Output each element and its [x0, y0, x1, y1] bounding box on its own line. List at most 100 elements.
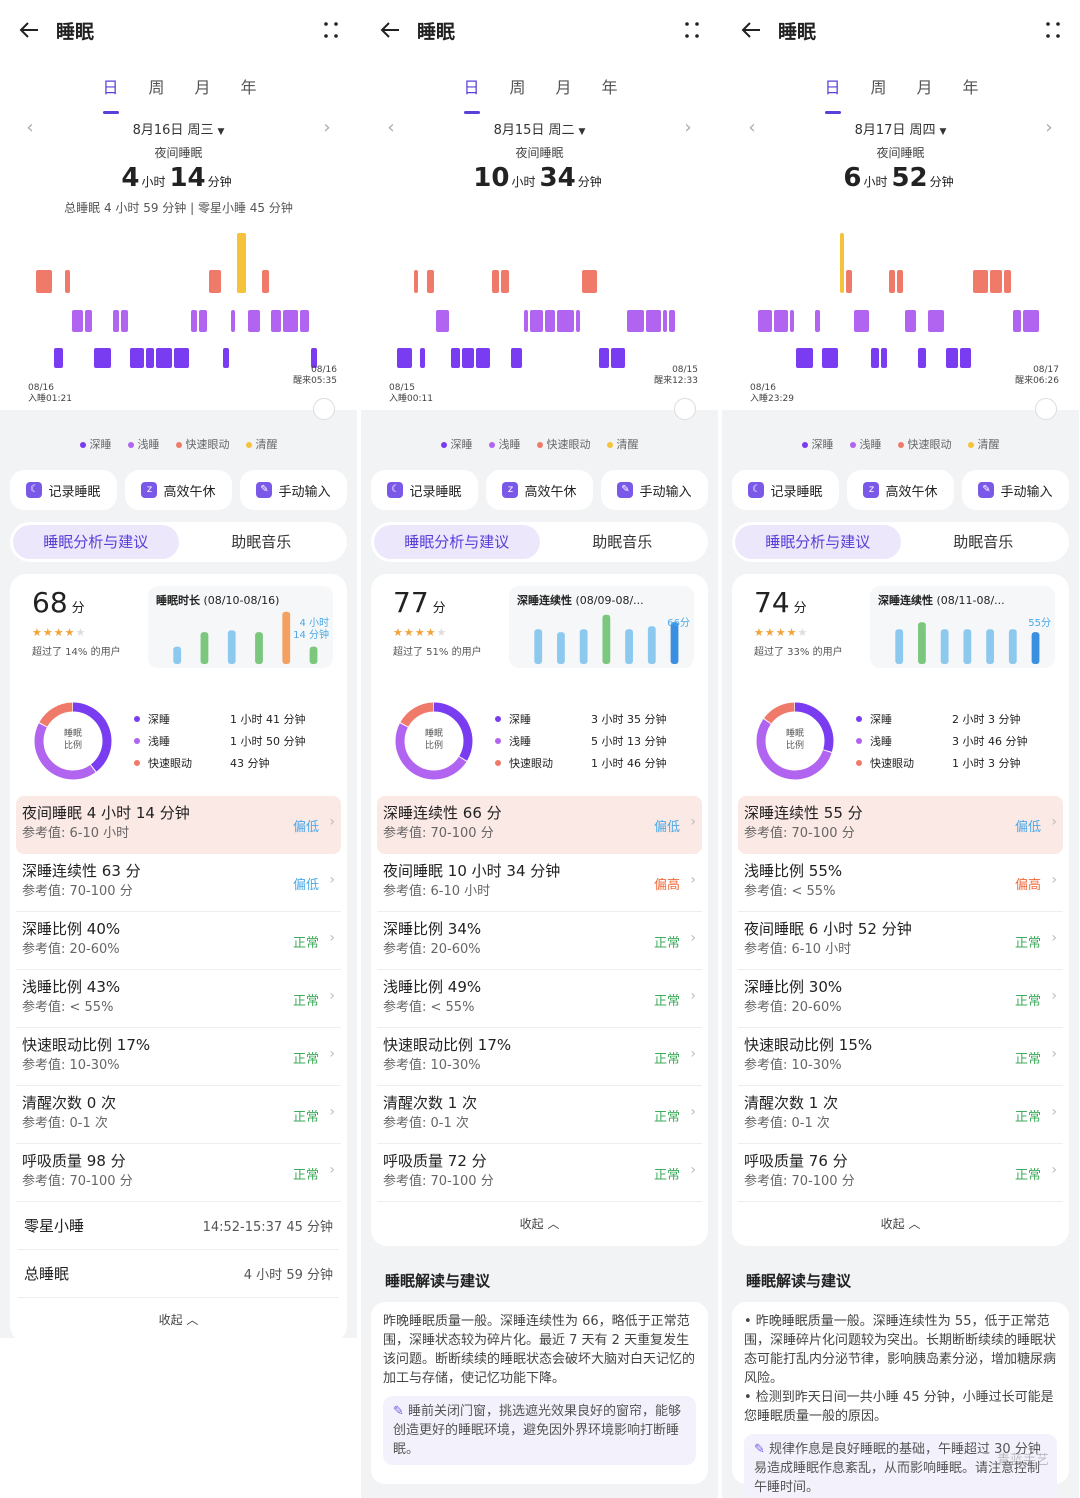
collapse-button[interactable]: 收起 ︿ [18, 1298, 339, 1342]
hypnogram-segment [582, 270, 597, 293]
hypnogram-segment [946, 348, 958, 368]
ratio-dot [134, 760, 140, 766]
timeline-handle[interactable] [674, 398, 696, 420]
indicator-row[interactable]: 深睡比例 30% 参考值: 20-60% 正常 › [738, 970, 1063, 1028]
prev-day-icon[interactable]: ‹ [748, 117, 756, 138]
legend-label: 清醒 [255, 438, 278, 451]
indicator-row[interactable]: 深睡连续性 63 分参考值: 70-100 分 偏低 › [16, 854, 341, 912]
indicator-title: 夜间睡眠 4 小时 14 分钟 [22, 802, 335, 824]
hypnogram-segment [223, 348, 229, 368]
hypnogram-segment [451, 348, 460, 368]
date-picker[interactable]: 8月17日 周四 ▼ [855, 119, 947, 138]
indicator-row[interactable]: 夜间睡眠 10 小时 34 分钟 参考值: 6-10 小时 偏高 › [377, 854, 702, 912]
more-options-icon[interactable] [680, 18, 704, 42]
indicator-row[interactable]: 呼吸质量 72 分参考值: 70-100 分 正常 › [377, 1144, 702, 1202]
prev-day-icon[interactable]: ‹ [387, 117, 395, 138]
action-button-2[interactable]: ✎ 手动输入 [601, 470, 708, 510]
hypnogram-segment [646, 310, 661, 332]
trend-mini-chart[interactable]: 深睡连续性 (08/11-08/... 55分 [870, 586, 1055, 668]
indicator-name: 深睡比例 [744, 978, 805, 996]
sleep-score: 74 分 ★★★★★ 超过了 33% 的用户 [740, 586, 870, 686]
hypnogram-segment [414, 270, 418, 293]
manual-input-icon: ✎ [256, 482, 273, 498]
page-title: 睡眠 [778, 20, 817, 43]
trend-mini-chart[interactable]: 深睡连续性 (08/09-08/... 66分 [509, 586, 694, 668]
indicator-row[interactable]: 快速眼动比例 17% 参考值: 10-30% 正常 › [377, 1028, 702, 1086]
tab-0[interactable]: 日 [460, 74, 484, 114]
indicator-row[interactable]: 呼吸质量 98 分参考值: 70-100 分 正常 › [16, 1144, 341, 1202]
action-button-1[interactable]: z 高效午休 [486, 470, 593, 510]
tab-analysis[interactable]: 睡眠分析与建议 [13, 525, 179, 559]
legend-dot [440, 442, 447, 448]
indicator-row[interactable]: 深睡连续性 55 分参考值: 70-100 分 偏低 › [738, 796, 1063, 854]
tab-2[interactable]: 月 [916, 78, 933, 97]
indicator-value: 15% [838, 1036, 873, 1054]
back-arrow-icon[interactable] [14, 15, 44, 45]
indicator-value: 98 分 [86, 1152, 126, 1170]
indicator-row[interactable]: 清醒次数 1 次参考值: 0-1 次 正常 › [377, 1086, 702, 1144]
tab-3[interactable]: 年 [240, 78, 257, 97]
back-arrow-icon[interactable] [736, 15, 766, 45]
action-button-1[interactable]: z 高效午休 [125, 470, 232, 510]
tab-0[interactable]: 日 [99, 74, 123, 114]
back-arrow-icon[interactable] [375, 15, 405, 45]
summary-row[interactable]: 总睡眠 4 小时 59 分钟 [18, 1250, 339, 1298]
indicator-row[interactable]: 快速眼动比例 17% 参考值: 10-30% 正常 › [16, 1028, 341, 1086]
indicator-row[interactable]: 夜间睡眠 6 小时 52 分钟 参考值: 6-10 小时 正常 › [738, 912, 1063, 970]
collapse-button[interactable]: 收起 ︿ [379, 1202, 700, 1246]
hypnogram-segment [815, 310, 820, 332]
trend-mini-chart[interactable]: 睡眠时长 (08/10-08/16) 4 小时 14 分钟 [148, 586, 333, 668]
next-day-icon[interactable]: › [323, 117, 331, 138]
prev-day-icon[interactable]: ‹ [26, 117, 34, 138]
tab-0[interactable]: 日 [821, 74, 845, 114]
tab-1[interactable]: 周 [148, 78, 165, 97]
date-picker[interactable]: 8月15日 周二 ▼ [494, 119, 586, 138]
timeline-handle[interactable] [1035, 398, 1057, 420]
indicator-row[interactable]: 浅睡比例 55% 参考值: < 55% 偏高 › [738, 854, 1063, 912]
tab-sleep-music[interactable]: 助眠音乐 [592, 533, 653, 551]
indicator-row[interactable]: 浅睡比例 49% 参考值: < 55% 正常 › [377, 970, 702, 1028]
indicator-row[interactable]: 清醒次数 0 次参考值: 0-1 次 正常 › [16, 1086, 341, 1144]
legend-item: 浅睡 [127, 436, 160, 456]
tab-3[interactable]: 年 [962, 78, 979, 97]
indicator-row[interactable]: 深睡比例 34% 参考值: 20-60% 正常 › [377, 912, 702, 970]
tab-3[interactable]: 年 [601, 78, 618, 97]
indicator-row[interactable]: 深睡连续性 66 分参考值: 70-100 分 偏低 › [377, 796, 702, 854]
indicator-row[interactable]: 浅睡比例 43% 参考值: < 55% 正常 › [16, 970, 341, 1028]
indicator-row[interactable]: 呼吸质量 76 分参考值: 70-100 分 正常 › [738, 1144, 1063, 1202]
tab-1[interactable]: 周 [509, 78, 526, 97]
tab-2[interactable]: 月 [555, 78, 572, 97]
ratio-row: 快速眼动 43 分钟 [134, 752, 339, 774]
indicator-row[interactable]: 快速眼动比例 15% 参考值: 10-30% 正常 › [738, 1028, 1063, 1086]
more-options-icon[interactable] [319, 18, 343, 42]
tab-sleep-music[interactable]: 助眠音乐 [231, 533, 292, 551]
more-options-icon[interactable] [1041, 18, 1065, 42]
action-button-2[interactable]: ✎ 手动输入 [962, 470, 1069, 510]
tab-sleep-music[interactable]: 助眠音乐 [953, 533, 1014, 551]
collapse-button[interactable]: 收起 ︿ [740, 1202, 1061, 1246]
tab-1[interactable]: 周 [870, 78, 887, 97]
action-button-0[interactable]: ☾ 记录睡眠 [371, 470, 478, 510]
date-picker[interactable]: 8月16日 周三 ▼ [133, 119, 225, 138]
tab-analysis[interactable]: 睡眠分析与建议 [735, 525, 901, 559]
action-button-2[interactable]: ✎ 手动输入 [240, 470, 347, 510]
legend-label: 浅睡 [859, 438, 882, 451]
next-day-icon[interactable]: › [1045, 117, 1053, 138]
action-button-0[interactable]: ☾ 记录睡眠 [10, 470, 117, 510]
tab-2[interactable]: 月 [194, 78, 211, 97]
indicator-row[interactable]: 深睡比例 40% 参考值: 20-60% 正常 › [16, 912, 341, 970]
mini-chart-bar [579, 629, 588, 664]
indicator-row[interactable]: 夜间睡眠 4 小时 14 分钟 参考值: 6-10 小时 偏低 › [16, 796, 341, 854]
indicator-row[interactable]: 清醒次数 1 次参考值: 0-1 次 正常 › [738, 1086, 1063, 1144]
chevron-right-icon: › [329, 1162, 335, 1178]
sleep-ratio: 睡眠 比例 深睡 2 小时 3 分钟 浅睡 3 小时 46 分钟 快速眼动 1 小时 3 分… [740, 686, 1061, 796]
hypnogram-segment [397, 348, 412, 368]
action-button-1[interactable]: z 高效午休 [847, 470, 954, 510]
summary-row[interactable]: 零星小睡 14:52-15:37 45 分钟 [18, 1202, 339, 1250]
timeline-handle[interactable] [313, 398, 335, 420]
tab-analysis[interactable]: 睡眠分析与建议 [374, 525, 540, 559]
action-button-0[interactable]: ☾ 记录睡眠 [732, 470, 839, 510]
chevron-right-icon: › [1051, 988, 1057, 1004]
next-day-icon[interactable]: › [684, 117, 692, 138]
status-badge: 正常 [292, 1110, 319, 1125]
